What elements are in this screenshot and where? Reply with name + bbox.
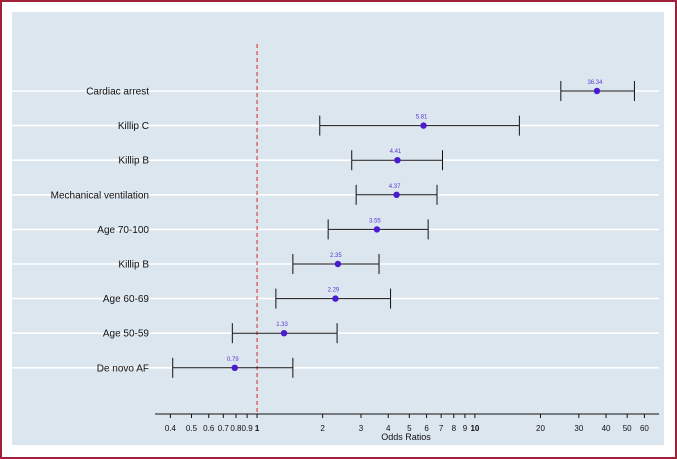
x-tick-label: 0.8 bbox=[230, 424, 242, 433]
odds-ratio-points bbox=[231, 87, 601, 371]
x-tick-label: 3 bbox=[359, 424, 364, 433]
x-tick-label: 5 bbox=[407, 424, 412, 433]
odds-ratio-point bbox=[280, 330, 288, 337]
x-tick-label: 1 bbox=[255, 424, 260, 433]
odds-ratio-label: 36.34 bbox=[587, 80, 603, 86]
odds-ratio-point bbox=[393, 191, 400, 198]
odds-ratio-label: 2.35 bbox=[330, 253, 342, 259]
x-tick-label: 4 bbox=[386, 424, 391, 433]
odds-ratio-label: 4.41 bbox=[390, 149, 402, 155]
odds-ratio-label: 1.33 bbox=[276, 322, 288, 328]
row-labels: Cardiac arrest Killip C Killip B Mechanical… bbox=[51, 87, 150, 375]
odds-ratio-label: 0.79 bbox=[227, 357, 239, 363]
x-tick-label: 60 bbox=[640, 424, 649, 433]
row-label: Age 70-100 bbox=[97, 225, 149, 236]
odds-ratio-point bbox=[420, 122, 427, 129]
x-tick-label: 2 bbox=[320, 424, 325, 433]
x-axis-label: Odds Ratios bbox=[381, 432, 431, 442]
row-label: Killip C bbox=[118, 121, 149, 132]
row-label: Cardiac arrest bbox=[86, 87, 149, 98]
odds-ratio-point bbox=[332, 295, 339, 302]
x-tick-label: 0.5 bbox=[186, 424, 198, 433]
x-tick-label: 7 bbox=[439, 424, 444, 433]
data-labels: 36.34 5.81 4.41 4.37 3.55 2.35 2.29 1.33 0.79 bbox=[227, 80, 603, 363]
x-tick-label: 10 bbox=[470, 424, 479, 433]
odds-ratio-point bbox=[373, 226, 381, 233]
x-tick-label: 0.7 bbox=[218, 424, 230, 433]
x-tick-label: 40 bbox=[602, 424, 611, 433]
odds-ratio-label: 5.81 bbox=[416, 115, 428, 121]
row-label: Age 50-59 bbox=[103, 329, 150, 340]
plot-background bbox=[12, 12, 664, 445]
row-label: Age 60-69 bbox=[103, 294, 150, 305]
x-tick-label: 8 bbox=[452, 424, 457, 433]
row-label: Killip B bbox=[118, 156, 149, 167]
x-tick-label: 20 bbox=[536, 424, 545, 433]
x-axis: 0.4 0.5 0.6 0.7 0.8 0.9 1 2 3 4 5 6 7 8 9 10 20 30 40 50 60 bbox=[155, 413, 659, 433]
row-label: Mechanical ventilation bbox=[51, 190, 149, 201]
odds-ratio-point bbox=[231, 364, 238, 371]
x-tick-label: 30 bbox=[574, 424, 583, 433]
x-tick-label: 0.6 bbox=[203, 424, 215, 433]
odds-ratio-point bbox=[334, 260, 342, 268]
x-tick-label: 0.9 bbox=[242, 424, 254, 433]
odds-ratio-label: 4.37 bbox=[389, 184, 401, 190]
x-tick-label: 6 bbox=[424, 424, 429, 433]
row-label: Killip B bbox=[118, 260, 149, 271]
odds-ratio-label: 2.29 bbox=[328, 288, 340, 294]
x-tick-label: 9 bbox=[463, 424, 468, 433]
x-tick-label: 50 bbox=[623, 424, 632, 433]
row-label: De novo AF bbox=[97, 363, 149, 374]
odds-ratio-label: 3.55 bbox=[369, 218, 381, 224]
odds-ratio-point bbox=[394, 157, 401, 164]
x-tick-label: 0.4 bbox=[165, 424, 177, 433]
odds-ratio-point bbox=[593, 87, 601, 95]
